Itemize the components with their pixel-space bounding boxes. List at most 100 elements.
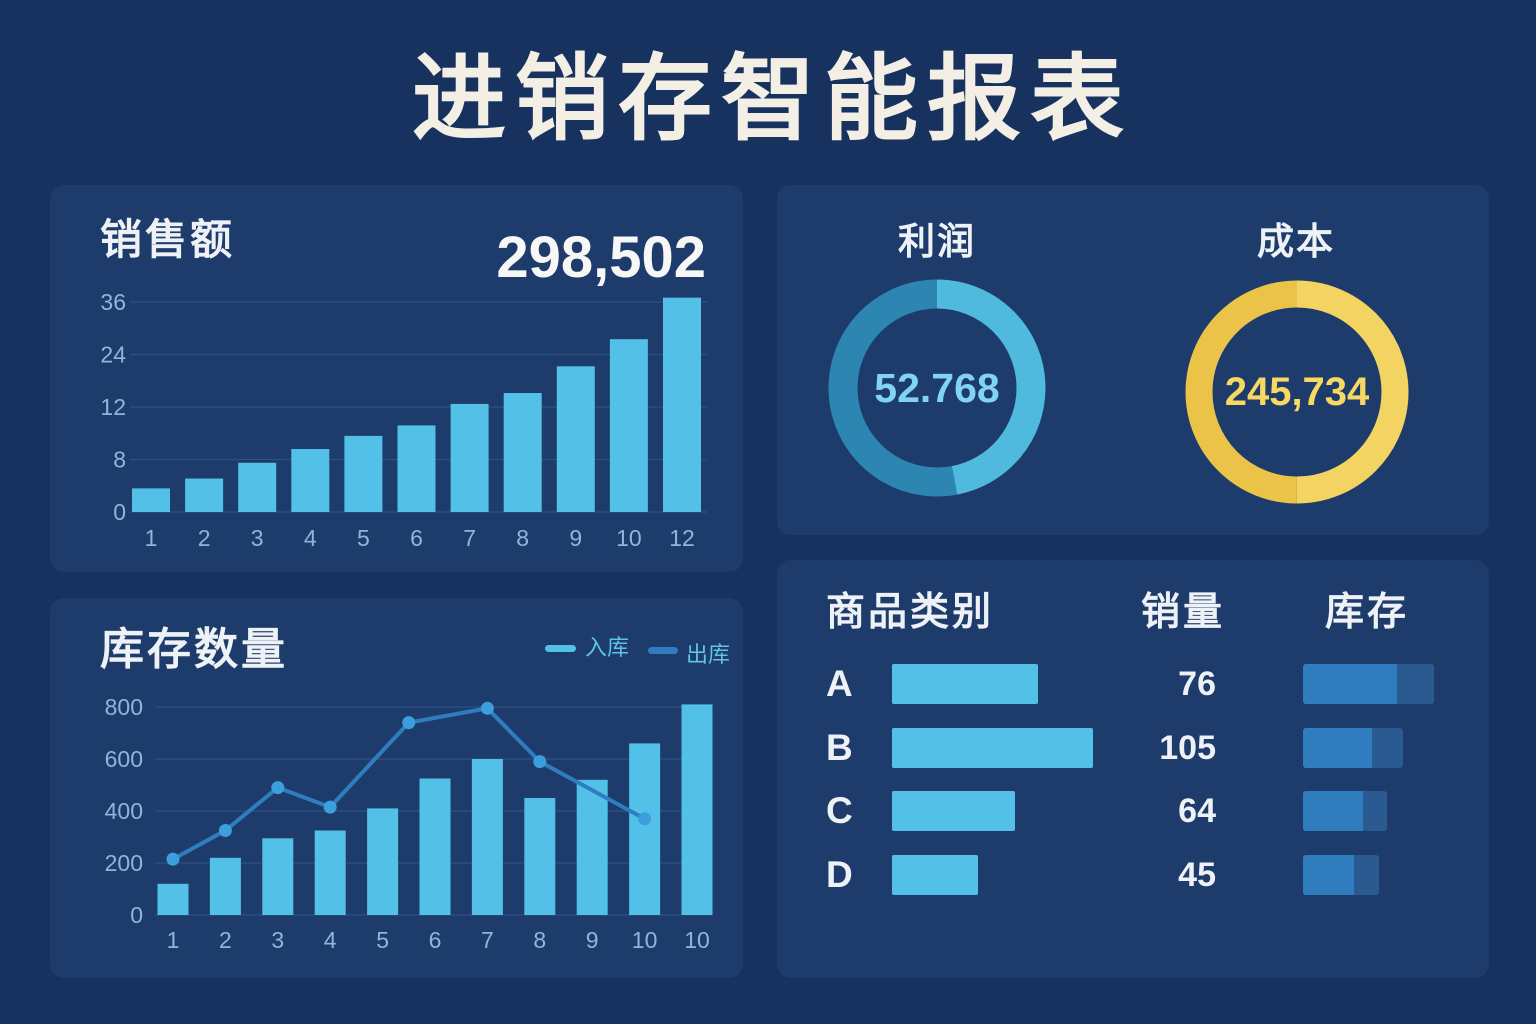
stock-bar-fill [1303, 664, 1398, 704]
inventory-x-tick-label: 4 [324, 927, 337, 953]
inventory-y-tick-label: 400 [105, 798, 143, 824]
header-sales-volume: 销量 [1140, 590, 1225, 635]
stock-bar-fill [1303, 791, 1364, 831]
category-panel: 商品类别 销量 库存 A 76 B 105 C 64 D 45 [777, 560, 1489, 978]
sales-bar [503, 393, 542, 512]
stock-bar-fill [1303, 854, 1355, 895]
inbound-bar [419, 778, 451, 915]
sales-y-tick-label: 36 [100, 289, 126, 315]
outbound-point [166, 852, 180, 866]
inventory-x-tick-label: 7 [481, 927, 494, 953]
inventory-x-tick-label: 2 [219, 927, 232, 953]
category-row: D 45 [777, 853, 1489, 895]
sales-bar [344, 435, 383, 512]
sales-panel: 0 8 12 24 36 1 2 3 4 5 6 7 8 9 10 12 销售额 298,502 [50, 185, 743, 572]
profit-value: 52.768 [874, 365, 1000, 411]
sales-volume-value: 45 [1178, 855, 1216, 894]
stock-bar-track [1303, 854, 1379, 895]
inventory-x-tick-label: 3 [271, 927, 284, 953]
outbound-point [323, 800, 337, 814]
inventory-x-tick-label: 8 [533, 927, 546, 953]
inventory-panel: 0 200 400 600 800 1 2 3 4 5 6 7 8 9 10 10 库存数量 入库 出库 [50, 598, 743, 978]
category-row: C 64 [777, 791, 1489, 831]
inventory-y-tick-label: 0 [130, 902, 143, 928]
legend-swatch-inbound [545, 645, 576, 652]
category-name: C [826, 790, 853, 831]
inventory-x-tick-label: 9 [586, 927, 599, 953]
sales-x-tick-label: 5 [357, 525, 370, 551]
cost-label: 成本 [1257, 220, 1335, 263]
sales-bar [238, 462, 277, 512]
stock-bar-track [1303, 727, 1403, 768]
inbound-bar [524, 798, 556, 915]
sales-bar [609, 339, 648, 512]
inbound-bar [262, 838, 294, 915]
sales-total-value: 298,502 [496, 225, 706, 290]
inventory-x-tick-label: 6 [429, 927, 442, 953]
outbound-point [480, 701, 494, 715]
inbound-bar [471, 759, 503, 915]
sales-x-tick-label: 4 [304, 525, 317, 551]
inventory-y-tick-label: 600 [105, 746, 143, 772]
inventory-x-tick-label: 10 [632, 927, 658, 953]
header-category: 商品类别 [826, 590, 995, 635]
category-name: A [826, 663, 853, 704]
outbound-point [533, 755, 547, 769]
sales-x-tick-label: 7 [463, 525, 476, 551]
outbound-point [218, 824, 232, 837]
cost-value: 245,734 [1224, 370, 1370, 414]
profit-cost-rings [828, 279, 1409, 504]
inbound-bar [629, 743, 661, 915]
sales-volume-bar [892, 791, 1015, 831]
profit-cost-panel: 利润 成本 52.768 245,734 [777, 185, 1489, 535]
sales-volume-bar [892, 664, 1038, 704]
legend-item-inbound[interactable]: 入库 [545, 636, 635, 662]
sales-y-tick-label: 12 [100, 394, 126, 420]
inventory-title: 库存数量 [100, 624, 288, 675]
sales-bar [663, 297, 701, 512]
profit-label: 利润 [898, 220, 976, 263]
inventory-x-tick-label: 10 [684, 927, 710, 953]
legend-label-outbound: 出库 [686, 643, 731, 668]
inventory-x-tick-label: 5 [376, 927, 389, 953]
category-row: A 76 [777, 664, 1489, 704]
outbound-line [172, 706, 646, 861]
legend-label-inbound: 入库 [585, 636, 630, 661]
sales-y-tick-label: 24 [100, 342, 126, 368]
inbound-bar [314, 830, 346, 915]
category-name: D [826, 853, 853, 895]
sales-title: 销售额 [100, 215, 236, 264]
outbound-point [638, 812, 652, 826]
sales-bar [397, 425, 436, 512]
sales-volume-value: 64 [1178, 792, 1216, 830]
inventory-combo-chart: 0 200 400 600 800 1 2 3 4 5 6 7 8 9 10 10 [105, 694, 713, 953]
sales-bar [450, 403, 489, 512]
sales-x-tick-label: 8 [516, 525, 529, 551]
sales-x-tick-label: 12 [669, 525, 695, 551]
sales-bar [185, 478, 224, 512]
outbound-point [402, 716, 416, 730]
stock-bar-fill [1303, 727, 1373, 768]
outbound-point [271, 781, 285, 795]
sales-x-tick-label: 9 [569, 525, 582, 551]
category-row: B 105 [777, 727, 1489, 768]
sales-x-tick-label: 10 [616, 525, 642, 551]
profit-ring-segment [828, 279, 1046, 497]
sales-bar [132, 488, 170, 512]
cost-ring-segment [1185, 280, 1409, 504]
stock-bar-track [1303, 791, 1387, 831]
sales-y-tick-label: 8 [113, 447, 126, 473]
sales-volume-bar [892, 854, 979, 895]
inbound-bar [576, 779, 608, 915]
legend-swatch-outbound [648, 647, 678, 654]
header-stock: 库存 [1324, 590, 1409, 635]
inventory-y-tick-label: 800 [105, 694, 143, 720]
sales-bar [556, 366, 595, 512]
legend-item-outbound[interactable]: 出库 [648, 638, 738, 668]
inbound-bar [367, 808, 399, 915]
sales-volume-value: 76 [1178, 665, 1216, 703]
inbound-bar [681, 704, 713, 915]
sales-volume-bar [892, 727, 1093, 768]
stock-bar-track [1303, 664, 1434, 704]
